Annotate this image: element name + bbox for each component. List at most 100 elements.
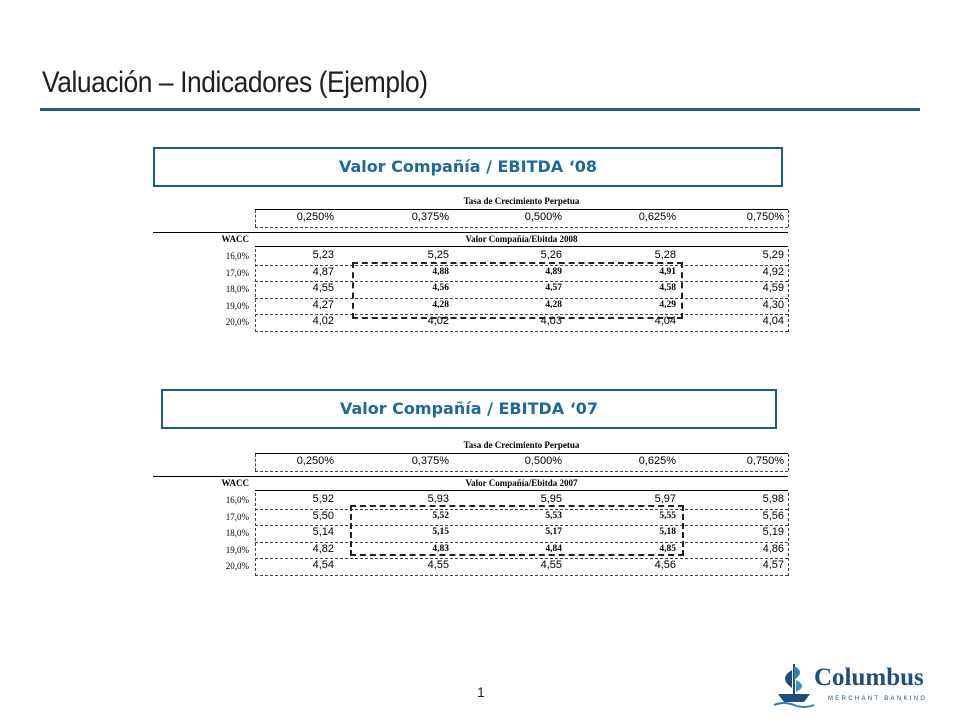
value-cell: 4,85 bbox=[659, 543, 676, 554]
value-header: Valor Compañía/Ebitda 2008 bbox=[465, 234, 578, 244]
logo-name: Columbus bbox=[814, 664, 924, 691]
value-cell: 5,56 bbox=[762, 509, 784, 522]
value-cell: 4,84 bbox=[545, 543, 562, 554]
value-cell: 4,87 bbox=[312, 265, 334, 278]
value-cell: 5,93 bbox=[427, 493, 449, 505]
value-header-rule bbox=[255, 490, 788, 491]
header-left-border bbox=[255, 454, 256, 471]
value-cell: 4,86 bbox=[762, 542, 784, 555]
value-cell: 5,29 bbox=[762, 249, 784, 261]
row-rule bbox=[255, 541, 788, 543]
section-title-2008: Valor Compañía / EBITDA ‘08 bbox=[153, 147, 783, 187]
value-cell: 4,54 bbox=[312, 559, 334, 571]
growth-rate-cell: 0,500% bbox=[524, 211, 562, 223]
growth-rate-cell: 0,500% bbox=[524, 455, 562, 467]
value-cell: 4,58 bbox=[659, 283, 676, 293]
row-rule bbox=[255, 281, 788, 282]
value-cell: 4,28 bbox=[432, 299, 449, 310]
wacc-cell: 20,0% bbox=[225, 561, 249, 571]
wacc-cell: 17,0% bbox=[225, 267, 249, 278]
wacc-cell: 16,0% bbox=[225, 251, 249, 261]
row-rule bbox=[255, 558, 788, 559]
value-cell: 5,15 bbox=[432, 527, 449, 537]
row-rule bbox=[255, 264, 788, 266]
header-right-border bbox=[788, 210, 789, 227]
value-cell: 4,55 bbox=[312, 282, 334, 294]
growth-rate-cell: 0,750% bbox=[746, 455, 784, 467]
growth-rate-cell: 0,250% bbox=[296, 455, 334, 467]
wacc-cell: 18,0% bbox=[225, 284, 249, 294]
value-cell: 5,52 bbox=[432, 510, 449, 521]
value-cell: 4,59 bbox=[762, 282, 784, 294]
wacc-cell: 19,0% bbox=[225, 300, 249, 311]
growth-rate-cell: 0,625% bbox=[638, 211, 676, 223]
header-rule bbox=[255, 209, 788, 210]
value-cell: 5,55 bbox=[659, 510, 676, 521]
growth-rate-cell: 0,750% bbox=[746, 211, 784, 223]
value-cell: 4,30 bbox=[762, 298, 784, 311]
table-left-border bbox=[255, 493, 256, 576]
wacc-cell: 16,0% bbox=[225, 495, 249, 505]
growth-row-rule bbox=[255, 227, 788, 228]
section-title-2007: Valor Compañía / EBITDA ‘07 bbox=[161, 389, 777, 429]
value-cell: 4,04 bbox=[762, 315, 784, 327]
table-right-border bbox=[788, 493, 789, 576]
wacc-cell: 18,0% bbox=[225, 528, 249, 538]
growth-rate-cell: 0,625% bbox=[638, 455, 676, 467]
row-rule bbox=[255, 330, 788, 332]
value-cell: 5,25 bbox=[427, 249, 449, 261]
value-cell: 4,57 bbox=[545, 283, 562, 293]
value-cell: 5,28 bbox=[654, 249, 676, 261]
header-left-border bbox=[255, 210, 256, 227]
growth-row-rule bbox=[255, 471, 788, 472]
growth-rate-cell: 0,375% bbox=[411, 455, 449, 467]
value-cell: 5,92 bbox=[312, 493, 334, 505]
value-cell: 5,97 bbox=[654, 493, 676, 505]
row-rule bbox=[255, 314, 788, 315]
value-cell: 4,55 bbox=[427, 559, 449, 571]
table-left-border bbox=[255, 249, 256, 332]
value-cell: 4,89 bbox=[545, 266, 562, 277]
value-cell: 4,56 bbox=[654, 559, 676, 571]
value-cell: 5,18 bbox=[659, 527, 676, 537]
value-cell: 5,23 bbox=[312, 249, 334, 261]
value-cell: 4,57 bbox=[762, 559, 784, 571]
value-cell: 4,82 bbox=[312, 542, 334, 555]
row-rule bbox=[255, 574, 788, 576]
growth-rate-cell: 0,375% bbox=[411, 211, 449, 223]
row-rule bbox=[255, 508, 788, 510]
value-cell: 4,28 bbox=[545, 299, 562, 310]
value-header-rule bbox=[255, 246, 788, 247]
value-cell: 4,91 bbox=[659, 266, 676, 277]
wacc-cell: 20,0% bbox=[225, 317, 249, 327]
page-number: 1 bbox=[477, 684, 485, 700]
value-cell: 4,92 bbox=[762, 265, 784, 278]
wacc-cell: 19,0% bbox=[225, 544, 249, 555]
value-cell: 5,26 bbox=[540, 249, 562, 261]
value-cell: 4,02 bbox=[312, 315, 334, 327]
title-rule bbox=[40, 108, 920, 111]
page-title: Valuación – Indicadores (Ejemplo) bbox=[42, 66, 428, 99]
value-cell: 4,29 bbox=[659, 299, 676, 310]
ship-icon bbox=[773, 664, 815, 708]
header-right-border bbox=[788, 454, 789, 471]
growth-rate-header: Tasa de Crecimiento Perpetua bbox=[463, 196, 580, 206]
row-rule bbox=[255, 525, 788, 526]
value-cell: 4,27 bbox=[312, 298, 334, 311]
value-cell: 5,14 bbox=[312, 526, 334, 538]
wacc-label: WACC bbox=[221, 234, 249, 244]
value-cell: 5,53 bbox=[545, 510, 562, 521]
highlight-box bbox=[352, 262, 683, 319]
wacc-label: WACC bbox=[221, 478, 249, 488]
value-cell: 4,56 bbox=[432, 283, 449, 293]
value-cell: 5,50 bbox=[312, 509, 334, 522]
logo-subtitle: MERCHANT BANKING bbox=[828, 696, 928, 702]
value-cell: 5,95 bbox=[540, 493, 562, 505]
value-cell: 4,83 bbox=[432, 543, 449, 554]
value-header: Valor Compañía/Ebitda 2007 bbox=[465, 478, 578, 488]
value-cell: 5,19 bbox=[762, 526, 784, 538]
value-cell: 5,98 bbox=[762, 493, 784, 505]
wacc-header-rule bbox=[153, 232, 788, 233]
value-cell: 5,17 bbox=[545, 527, 562, 537]
wacc-cell: 17,0% bbox=[225, 511, 249, 522]
